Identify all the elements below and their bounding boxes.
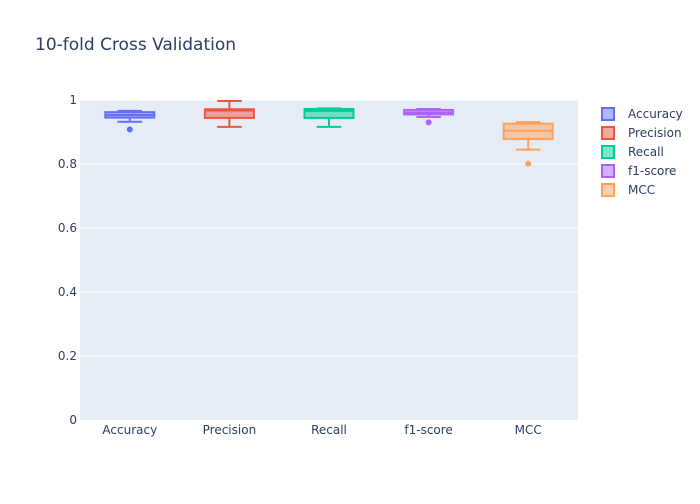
box-recall[interactable]	[303, 107, 355, 128]
legend-label: MCC	[628, 183, 655, 197]
x-tick-label: Precision	[203, 423, 257, 437]
y-axis-ticks: 0 0.2 0.4 0.6 0.8 1	[58, 93, 77, 427]
plot-area	[80, 100, 578, 420]
grid-lines	[80, 99, 578, 357]
x-tick-label: Recall	[311, 423, 347, 437]
y-tick-label: 0.6	[58, 221, 77, 235]
x-tick-label: f1-score	[404, 423, 452, 437]
outlier-point	[425, 119, 432, 126]
box-series	[104, 99, 554, 167]
box-mcc[interactable]	[502, 121, 554, 167]
y-tick-label: 1	[69, 93, 77, 107]
outlier-point	[126, 126, 133, 133]
legend-item-precision[interactable]: Precision	[601, 126, 682, 140]
y-tick-label: 0.2	[58, 349, 77, 363]
legend-item-accuracy[interactable]: Accuracy	[601, 107, 683, 121]
legend[interactable]: Accuracy Precision Recall f1-score MCC	[601, 107, 683, 197]
outlier-point	[525, 160, 532, 167]
legend-item-recall[interactable]: Recall	[601, 145, 664, 159]
legend-label: f1-score	[628, 164, 676, 178]
y-tick-label: 0	[69, 413, 77, 427]
box-f1-score[interactable]	[403, 107, 455, 126]
box-precision[interactable]	[203, 99, 255, 128]
y-tick-label: 0.4	[58, 285, 77, 299]
legend-swatch	[601, 126, 615, 140]
box-accuracy[interactable]	[104, 109, 156, 133]
x-tick-label: MCC	[515, 423, 542, 437]
legend-swatch	[601, 107, 615, 121]
legend-label: Recall	[628, 145, 664, 159]
x-axis-ticks: Accuracy Precision Recall f1-score MCC	[102, 423, 541, 437]
chart-title: 10-fold Cross Validation	[35, 35, 236, 55]
box-iqr	[203, 108, 255, 119]
legend-swatch	[601, 145, 615, 159]
legend-label: Accuracy	[628, 107, 683, 121]
legend-item-mcc[interactable]: MCC	[601, 183, 655, 197]
legend-swatch	[601, 164, 615, 178]
legend-label: Precision	[628, 126, 682, 140]
legend-item-f1-score[interactable]: f1-score	[601, 164, 676, 178]
legend-swatch	[601, 183, 615, 197]
x-tick-label: Accuracy	[102, 423, 157, 437]
box-iqr	[303, 107, 355, 119]
y-tick-label: 0.8	[58, 157, 77, 171]
